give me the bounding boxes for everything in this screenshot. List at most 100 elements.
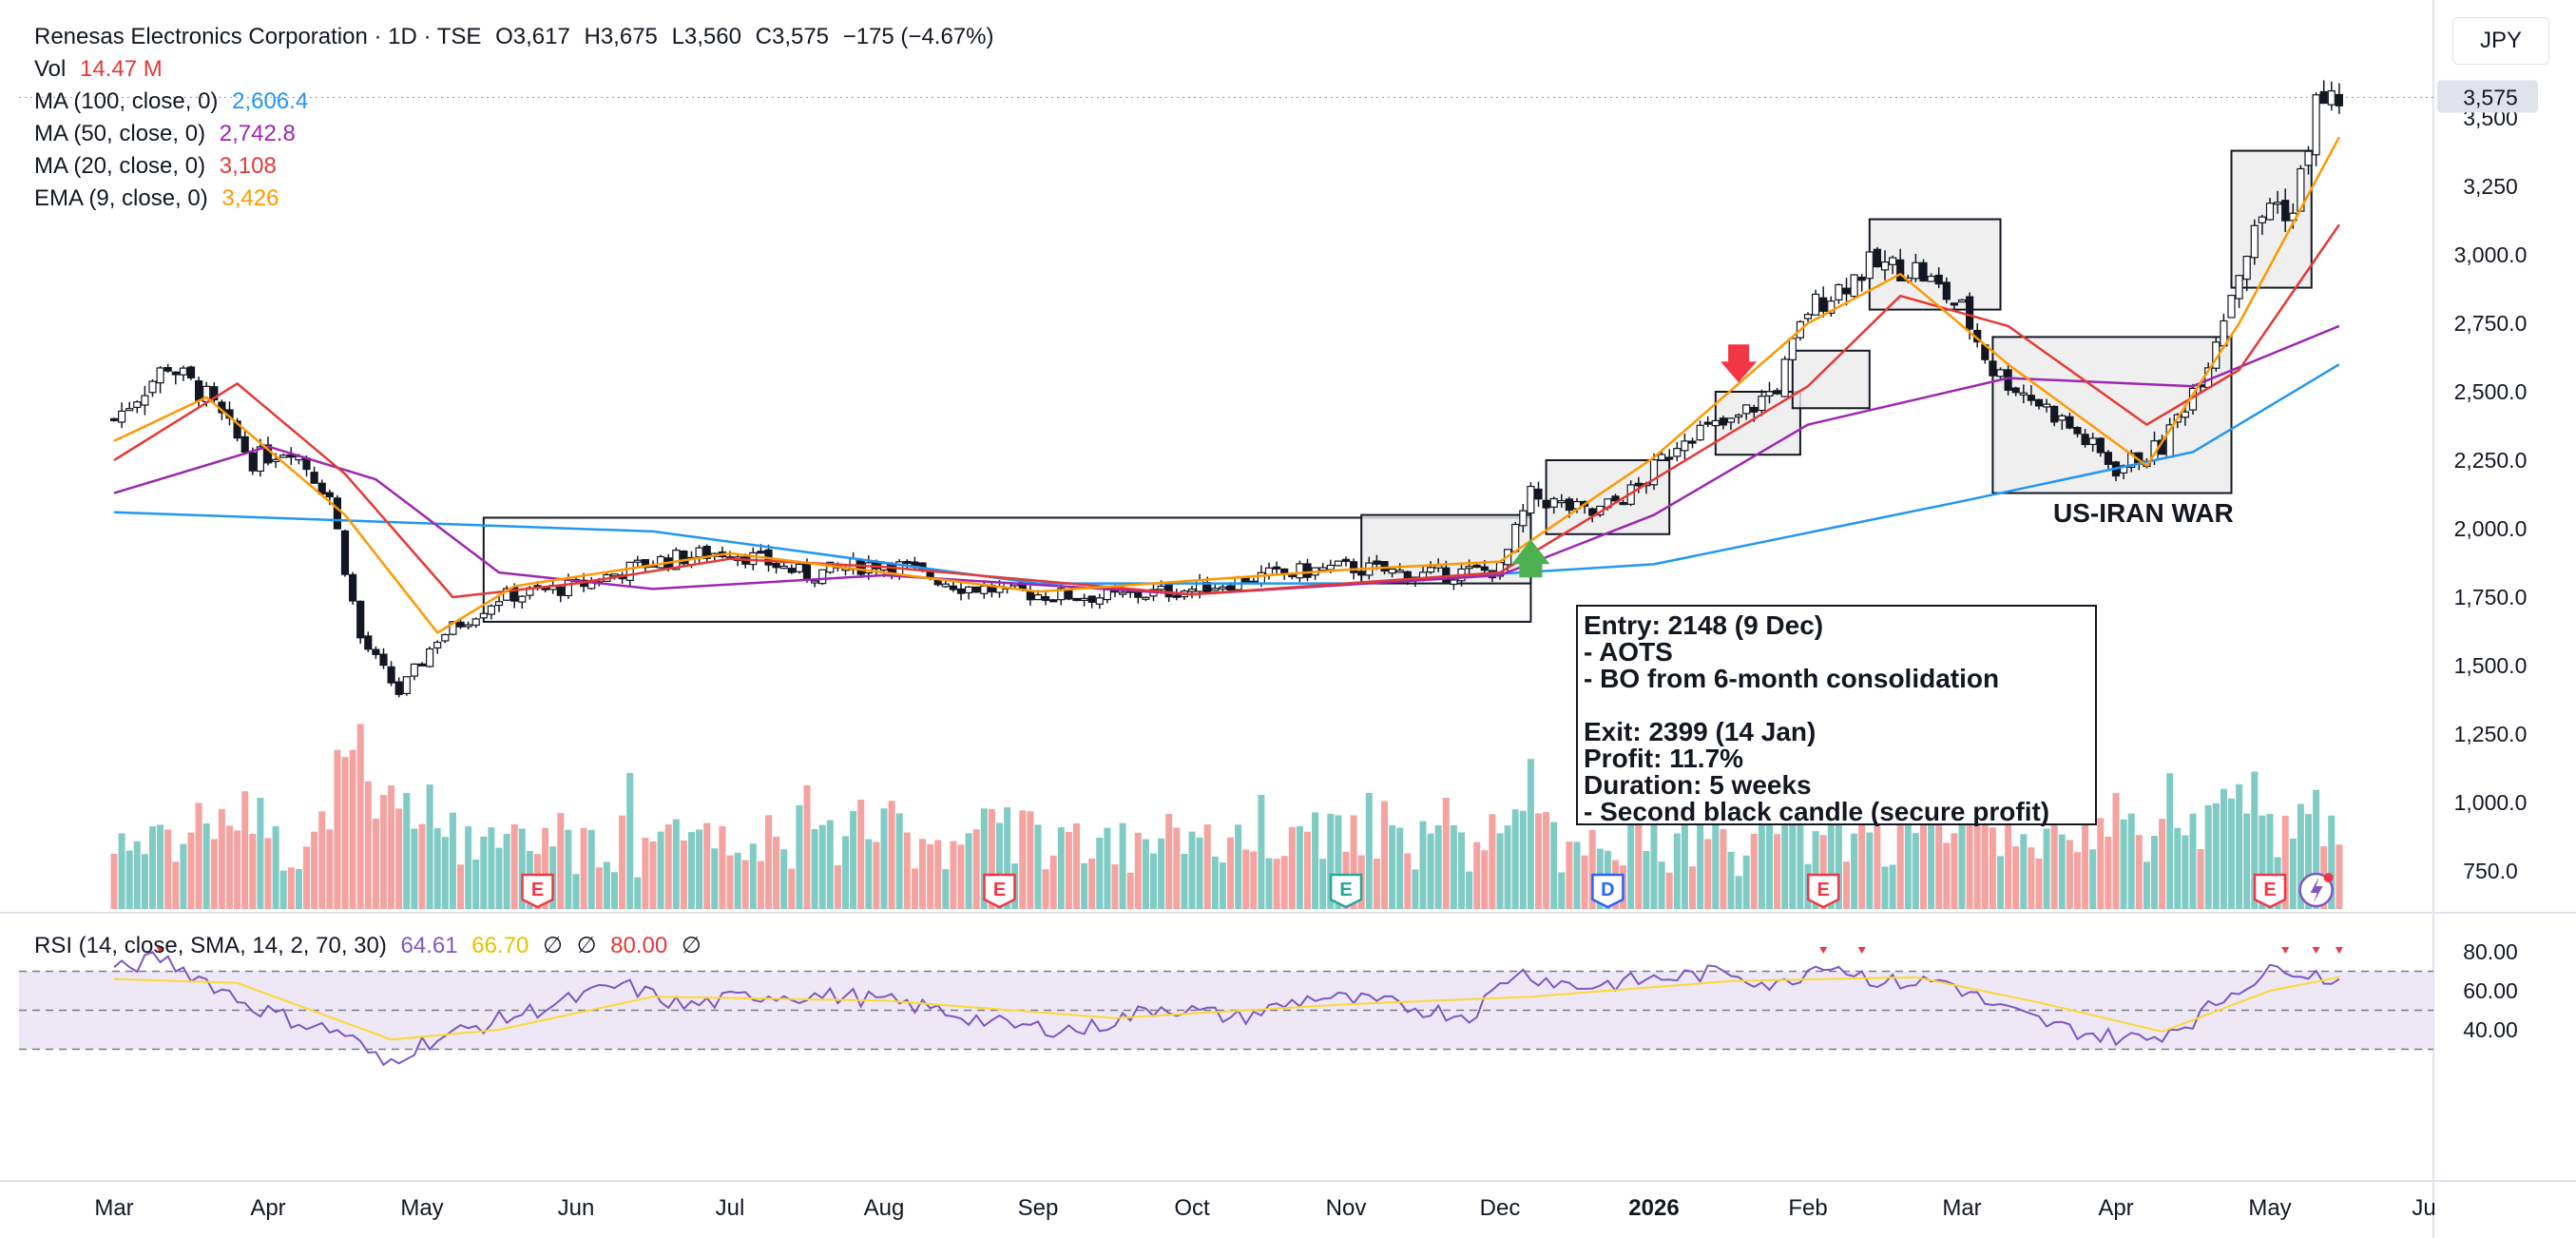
volume-bar <box>965 833 972 909</box>
volume-bar <box>980 808 988 909</box>
candle-body <box>2011 387 2020 394</box>
volume-bar <box>873 841 880 909</box>
volume-bar <box>2328 815 2336 909</box>
candle-body <box>1880 261 1890 271</box>
volume-bar <box>1504 825 1511 909</box>
volume-bar <box>765 815 772 909</box>
volume-bar <box>356 724 364 909</box>
volume-bar <box>996 822 1003 909</box>
volume-bar <box>842 836 849 909</box>
volume-bar <box>1088 858 1096 909</box>
volume-row[interactable]: Vol 14.47 M <box>34 53 993 86</box>
candle-body <box>1303 563 1312 578</box>
candle-body <box>210 386 219 401</box>
volume-bar <box>634 877 642 909</box>
volume-bar <box>1004 806 1011 909</box>
volume-bar <box>850 810 857 909</box>
candle-body <box>2235 275 2243 300</box>
volume-bar <box>2266 813 2274 909</box>
candle-body <box>964 586 973 594</box>
candle-body <box>487 605 496 615</box>
candle-body <box>1072 597 1081 602</box>
volume-bar <box>834 864 841 909</box>
volume-bar <box>1235 824 1242 909</box>
candle-body <box>2027 395 2035 401</box>
volume-bar <box>2243 813 2251 909</box>
volume-bar <box>826 820 834 909</box>
currency-button[interactable]: JPY <box>2452 17 2549 65</box>
candle-body <box>1912 261 1920 280</box>
volume-bar <box>1543 812 1550 909</box>
time-tick-label: Oct <box>1174 1195 1210 1221</box>
volume-bar <box>1119 822 1126 909</box>
event-badge-icon <box>983 873 1016 909</box>
volume-bar <box>865 839 873 909</box>
volume-bar <box>488 827 495 909</box>
candle-body <box>695 547 703 558</box>
candle-body <box>1673 448 1682 457</box>
event-badge-label: E <box>2263 880 2276 900</box>
volume-bar <box>2313 789 2320 909</box>
volume-bar <box>2236 783 2243 909</box>
volume-bar <box>2105 836 2112 909</box>
notification-dot <box>2323 873 2334 882</box>
volume-bar <box>218 808 225 909</box>
ma20-row[interactable]: MA (20, close, 0) 3,108 <box>34 150 993 183</box>
candle-body <box>1542 499 1550 509</box>
volume-bar <box>680 840 687 909</box>
candle-body <box>148 380 157 394</box>
volume-bar <box>2228 798 2235 909</box>
candle-body <box>1142 596 1150 600</box>
candle-body <box>1996 369 2005 377</box>
rsi-na-1: ∅ <box>542 933 563 958</box>
candle-body <box>2335 93 2343 106</box>
rsi-tick-label: 40.00 <box>2463 1017 2518 1042</box>
volume-bar <box>303 846 310 909</box>
volume-bar <box>1396 827 1404 909</box>
candle-body <box>1164 584 1173 598</box>
candle-body <box>956 588 966 594</box>
rsi-legend[interactable]: RSI (14, close, SMA, 14, 2, 70, 30) 64.6… <box>34 932 702 959</box>
volume-bar <box>1581 855 1588 909</box>
candle-body <box>2181 411 2189 418</box>
candle-body <box>1380 561 1389 572</box>
candle-body <box>1357 571 1366 576</box>
candle-body <box>1395 570 1404 573</box>
candle-body <box>564 579 573 597</box>
candle-body <box>1057 588 1066 601</box>
volume-bar <box>1250 851 1258 909</box>
candle-body <box>2050 405 2059 423</box>
volume-bar <box>2166 773 2174 909</box>
volume-bar <box>1819 835 1827 909</box>
candle-body <box>810 580 819 584</box>
symbol-title[interactable]: Renesas Electronics Corporation · 1D · T… <box>34 24 482 49</box>
time-tick-label: Mar <box>94 1195 133 1221</box>
time-tick-label: Apr <box>250 1195 285 1221</box>
candle-body <box>656 555 665 569</box>
ma100-row[interactable]: MA (100, close, 0) 2,606.4 <box>34 86 993 118</box>
ema9-row[interactable]: EMA (9, close, 0) 3,426 <box>34 183 993 215</box>
volume-bar <box>2089 849 2097 909</box>
volume-bar <box>279 870 287 909</box>
volume-bar <box>349 749 356 909</box>
volume-bar <box>880 808 888 909</box>
volume-bar <box>957 844 965 909</box>
price-tick-label: 1,250.0 <box>2454 722 2528 746</box>
ma20-value: 3,108 <box>219 153 277 179</box>
volume-bar <box>1019 810 1027 909</box>
candle-body <box>1341 558 1351 562</box>
note-line: Profit: 11.7% <box>1584 744 1744 773</box>
candle-body <box>1726 417 1736 423</box>
ma50-row[interactable]: MA (50, close, 0) 2,742.8 <box>34 118 993 150</box>
volume-bar <box>1735 876 1742 909</box>
candle-body <box>456 621 465 628</box>
volume-bar <box>157 824 164 909</box>
volume-bar <box>927 843 934 909</box>
volume-bar <box>1389 825 1396 909</box>
volume-bar <box>1797 817 1804 909</box>
candle-body <box>1649 458 1659 486</box>
note-line <box>1584 692 2095 719</box>
volume-bar <box>1142 839 1149 909</box>
volume-bar <box>2066 840 2073 909</box>
